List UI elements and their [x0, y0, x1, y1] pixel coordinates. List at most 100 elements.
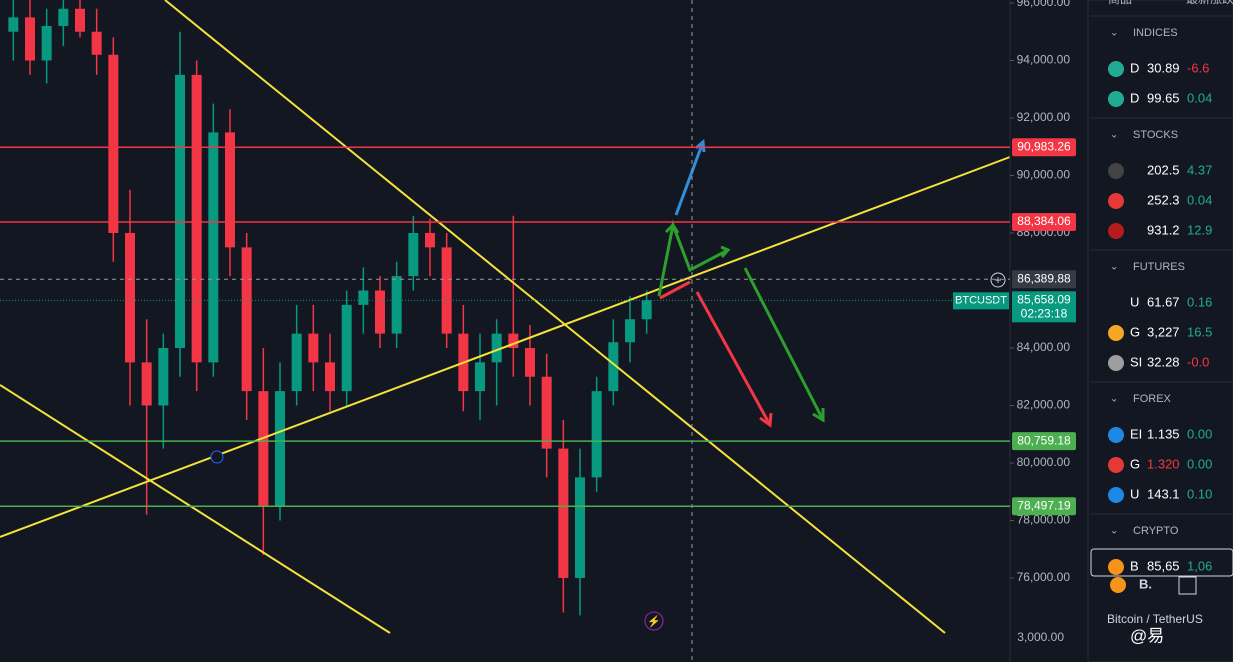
- candle-body: [41, 25, 52, 61]
- countdown: 02:23:18: [1021, 306, 1068, 320]
- candle-body: [375, 290, 385, 334]
- price-label: 94,000.00: [1017, 53, 1071, 67]
- price-label: 78,000.00: [1017, 513, 1071, 527]
- row-icon: [1108, 355, 1124, 371]
- arrow: [743, 267, 825, 421]
- candle-body: [491, 333, 502, 363]
- add-button[interactable]: [990, 272, 1006, 288]
- row-symbol: D: [1130, 60, 1139, 75]
- candle-body: [258, 391, 269, 507]
- row-change: 0.16: [1187, 294, 1212, 309]
- candle-body: [191, 74, 202, 363]
- column-header: 最新: [1186, 0, 1210, 6]
- candle-body: [608, 342, 619, 392]
- level-tag: [1012, 138, 1076, 157]
- candle-body: [541, 376, 552, 449]
- watchlist: 商品 最新涨跌 INDICES ⌄ D 30.89 -6.6 D 99.65 0.04 STOCKS…: [1090, 0, 1233, 577]
- level-label: 88,384.06: [1017, 214, 1071, 228]
- selected-row[interactable]: [1090, 548, 1233, 577]
- arrow-head: [812, 408, 825, 423]
- row-change: 0.04: [1187, 90, 1212, 105]
- candle-body: [641, 300, 652, 320]
- candle-body: [308, 333, 319, 363]
- row-icon: [1108, 163, 1124, 179]
- arrow-head: [664, 222, 680, 234]
- row-last: 30.89: [1147, 60, 1180, 75]
- candle-body: [625, 319, 635, 343]
- candle-body: [441, 247, 452, 334]
- layout-button[interactable]: [1178, 576, 1197, 595]
- row-last: 252.3: [1147, 192, 1180, 207]
- btc-icon: [1110, 577, 1126, 593]
- section-title: INDICES: [1133, 27, 1178, 39]
- section-title: STOCKS: [1133, 129, 1178, 141]
- row-last: 32.28: [1147, 354, 1180, 369]
- row-symbol: G: [1130, 324, 1140, 339]
- row-icon: [1108, 295, 1124, 311]
- candle-body: [408, 232, 419, 277]
- column-header: 商品: [1108, 0, 1132, 6]
- candle-body: [75, 8, 85, 32]
- row-icon: [1108, 61, 1124, 77]
- arrows: [657, 138, 825, 428]
- column-header: 涨跌: [1210, 0, 1233, 6]
- level-label: 80,759.18: [1017, 433, 1071, 447]
- section-title: CRYPTO: [1133, 525, 1179, 537]
- row-last: 143.1: [1147, 486, 1180, 501]
- row-icon: [1108, 457, 1124, 473]
- candle-body: [475, 362, 485, 392]
- price-label: 96,000.00: [1017, 0, 1071, 9]
- add-glyph: +: [994, 273, 1001, 287]
- level-tag: [1012, 497, 1076, 516]
- price-label: 80,000.00: [1017, 455, 1071, 469]
- row-symbol: SI: [1130, 354, 1142, 369]
- row-icon: [1108, 223, 1124, 239]
- candle-body: [291, 333, 302, 392]
- price-label: 76,000.00: [1017, 570, 1071, 584]
- row-symbol: G: [1130, 456, 1140, 471]
- arrow: [695, 291, 772, 426]
- alert-icon[interactable]: [644, 611, 664, 631]
- row-symbol: B: [1130, 558, 1139, 573]
- row-change: 0.00: [1187, 456, 1212, 471]
- candle-body: [425, 232, 435, 248]
- candle-body: [275, 391, 285, 507]
- row-last: 931.2: [1147, 222, 1180, 237]
- candle-body: [208, 132, 219, 363]
- symbol-name: Bitcoin / TetherUS: [1107, 612, 1203, 626]
- row-icon: [1108, 325, 1124, 341]
- trend-line: [164, 0, 946, 634]
- candle-body: [575, 477, 585, 578]
- price-label: 82,000.00: [1017, 398, 1071, 412]
- candle-body: [141, 362, 152, 406]
- row-symbol: U: [1130, 486, 1139, 501]
- watermark: @易: [1130, 626, 1164, 645]
- row-icon: [1108, 559, 1124, 575]
- chevron: ⌄: [1110, 130, 1118, 141]
- volume-label: 3,000.00: [1017, 630, 1064, 644]
- arrow-head: [720, 245, 731, 258]
- row-symbol: D: [1130, 90, 1139, 105]
- arrow-head: [695, 138, 706, 153]
- row-change: 1,06: [1187, 558, 1212, 573]
- crosshair-label: 86,389.88: [1017, 271, 1071, 285]
- row-change: -0.0: [1187, 354, 1209, 369]
- row-icon: [1108, 427, 1124, 443]
- candle-body: [25, 17, 35, 61]
- candle-body: [125, 232, 135, 363]
- chevron: ⌄: [1110, 526, 1118, 537]
- price-label: 90,000.00: [1017, 168, 1071, 182]
- row-change: 0.04: [1187, 192, 1212, 207]
- section-title: FOREX: [1133, 393, 1172, 405]
- level-label: 90,983.26: [1017, 139, 1071, 153]
- arrow: [659, 280, 691, 300]
- candle-body: [325, 362, 335, 392]
- candle-body: [158, 347, 169, 406]
- row-last: 99.65: [1147, 90, 1180, 105]
- row-change: 0.00: [1187, 426, 1212, 441]
- level-tag: [1012, 432, 1076, 451]
- last-label: 85,658.09: [1017, 292, 1071, 306]
- row-icon: [1108, 487, 1124, 503]
- last-tag: [1012, 291, 1076, 323]
- anchor: [210, 450, 224, 464]
